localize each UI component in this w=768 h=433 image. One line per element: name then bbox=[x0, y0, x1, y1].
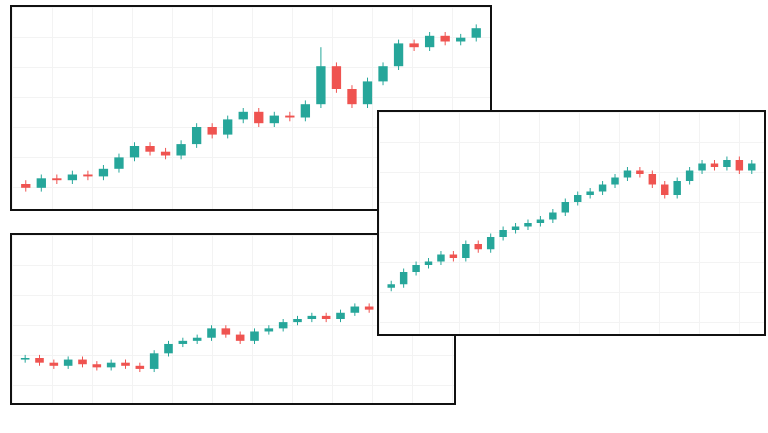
candle-body bbox=[145, 146, 155, 152]
candle-body bbox=[278, 322, 288, 329]
candle-body bbox=[135, 365, 145, 369]
candle-body bbox=[336, 312, 345, 319]
candle-body bbox=[648, 174, 657, 185]
candle-body bbox=[20, 358, 30, 360]
candle-body bbox=[536, 219, 545, 223]
candle-body bbox=[36, 178, 46, 188]
candle-body bbox=[164, 343, 173, 354]
candle-body bbox=[235, 334, 245, 341]
candle-body bbox=[254, 111, 264, 124]
candle-body bbox=[106, 362, 116, 368]
chart bbox=[379, 112, 764, 334]
candle-body bbox=[307, 315, 317, 319]
candle-body bbox=[149, 353, 159, 369]
candle-body bbox=[673, 181, 681, 195]
candle-body bbox=[636, 170, 644, 174]
chart bbox=[12, 7, 490, 209]
candle-body bbox=[748, 163, 756, 171]
candle-body bbox=[191, 127, 202, 145]
candle-body bbox=[462, 244, 470, 258]
candle-body bbox=[21, 184, 31, 188]
candle-body bbox=[321, 315, 331, 319]
candle-body bbox=[611, 177, 619, 185]
candle-body bbox=[399, 272, 408, 285]
candle-body bbox=[52, 178, 62, 181]
candle-body bbox=[424, 35, 435, 48]
candle-body bbox=[238, 111, 248, 120]
candle-body bbox=[178, 340, 188, 344]
candle-body bbox=[549, 212, 557, 220]
candle-body bbox=[221, 328, 231, 335]
candle-body bbox=[362, 81, 373, 105]
candle-body bbox=[723, 160, 731, 167]
chart-window bbox=[377, 110, 766, 336]
candle-body bbox=[623, 170, 632, 178]
candle-body bbox=[511, 226, 520, 230]
candle-body bbox=[387, 284, 395, 288]
candle-body bbox=[437, 254, 445, 262]
candle-body bbox=[114, 157, 124, 169]
candle-body bbox=[456, 37, 466, 42]
candle-body bbox=[285, 115, 295, 118]
candle-body bbox=[83, 174, 93, 177]
candle-body bbox=[573, 195, 582, 202]
candle-body bbox=[250, 331, 259, 341]
candle-body bbox=[561, 202, 570, 213]
candle-body bbox=[685, 170, 694, 181]
candle-body bbox=[92, 364, 102, 368]
candle-body bbox=[347, 89, 357, 105]
candle-body bbox=[710, 163, 719, 167]
candle-body bbox=[586, 191, 594, 195]
candle-body bbox=[98, 168, 109, 177]
candle-body bbox=[331, 66, 342, 89]
candle-body bbox=[409, 43, 419, 48]
candle-body bbox=[698, 163, 706, 171]
candle-body bbox=[67, 174, 78, 181]
candle-body bbox=[474, 244, 482, 250]
candle-body bbox=[449, 254, 458, 258]
candle-body bbox=[293, 319, 302, 323]
candle-body bbox=[598, 184, 607, 192]
candle-body bbox=[524, 223, 532, 227]
candle-body bbox=[300, 104, 311, 118]
candle-body bbox=[49, 362, 59, 366]
candle-body bbox=[35, 358, 44, 363]
candle-body bbox=[350, 306, 360, 313]
chart-window bbox=[10, 5, 492, 211]
candle-body bbox=[160, 151, 171, 156]
candle-body bbox=[364, 306, 374, 310]
candle-body bbox=[471, 28, 481, 38]
candle-body bbox=[412, 265, 420, 272]
candle-body bbox=[440, 35, 450, 42]
candle-body bbox=[378, 66, 388, 82]
candle-body bbox=[316, 66, 326, 105]
candle-body bbox=[661, 184, 669, 195]
candle-body bbox=[223, 119, 233, 135]
candle-body bbox=[207, 127, 217, 135]
candle-body bbox=[269, 115, 279, 124]
candle-body bbox=[63, 359, 73, 366]
candle-body bbox=[129, 146, 140, 158]
candle-body bbox=[499, 230, 507, 237]
candle-body bbox=[393, 43, 404, 67]
candle-body bbox=[486, 237, 495, 250]
candle-body bbox=[192, 337, 202, 341]
candle-body bbox=[735, 160, 744, 171]
candle-body bbox=[121, 362, 130, 366]
candle-body bbox=[424, 261, 433, 265]
candle-body bbox=[207, 328, 216, 338]
candle-body bbox=[264, 328, 274, 332]
candle-body bbox=[78, 359, 87, 365]
candle-body bbox=[176, 144, 186, 156]
